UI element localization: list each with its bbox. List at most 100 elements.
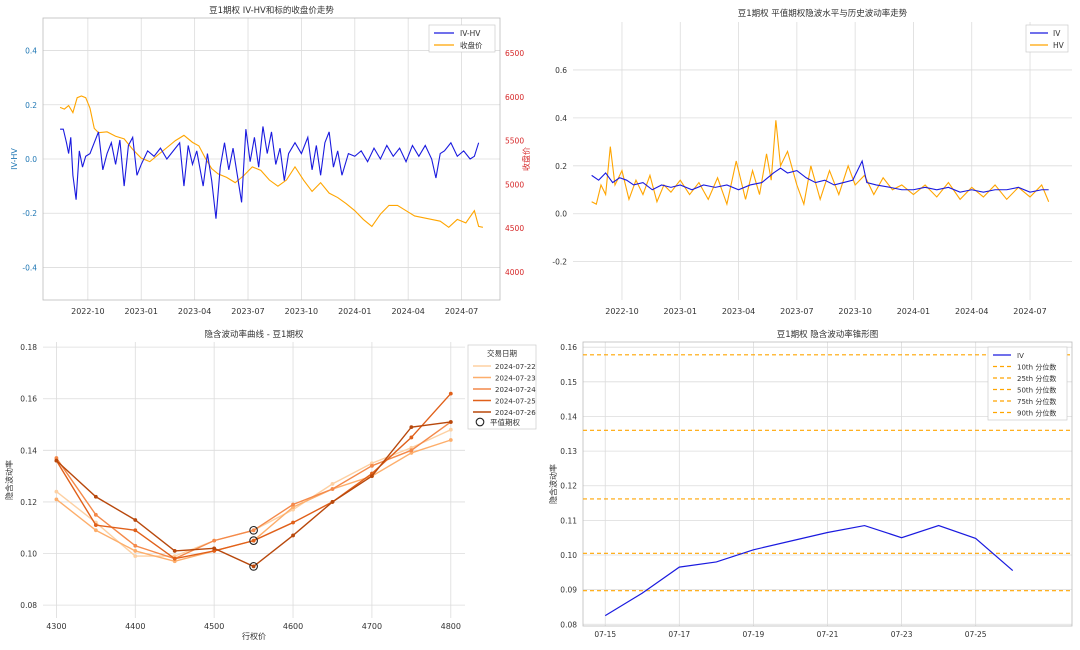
y2-tick-label: 5000 bbox=[505, 180, 524, 189]
legend: 交易日期 2024-07-22 2024-07-23 2024-07-24 2024-0… bbox=[467, 344, 537, 430]
series-ivhv-line bbox=[60, 126, 480, 219]
data-point bbox=[409, 448, 414, 453]
data-point bbox=[93, 523, 98, 528]
y-tick-label: 0.09 bbox=[560, 586, 577, 595]
y-tick-label: 0.12 bbox=[560, 482, 577, 491]
x-axis-label: 行权价 bbox=[242, 631, 266, 641]
legend-title: 交易日期 bbox=[487, 348, 517, 358]
y-tick-label: 0.18 bbox=[20, 343, 37, 352]
y-tick-label: 0.16 bbox=[560, 343, 577, 352]
y2-tick-label: 4500 bbox=[505, 224, 524, 233]
series-hv-line bbox=[591, 120, 1050, 207]
y-tick-label: 0.0 bbox=[555, 210, 567, 219]
data-point bbox=[212, 546, 217, 551]
data-point bbox=[54, 497, 59, 502]
data-point bbox=[448, 438, 453, 442]
data-point bbox=[251, 564, 256, 569]
plot-frame bbox=[582, 341, 1073, 627]
legend-label-hv: HV bbox=[1053, 41, 1065, 50]
y-axis-label: 隐含波动率 bbox=[548, 464, 558, 504]
x-tick-label: 07-19 bbox=[743, 630, 765, 639]
legend-label-percentile: 50th 分位数 bbox=[1017, 386, 1056, 395]
legend-label: 2024-07-22 bbox=[495, 363, 536, 371]
atm-marker bbox=[249, 536, 258, 545]
y-tick-label: 0.16 bbox=[20, 395, 37, 404]
chart-iv-hv: 0.6 0.4 0.2 0.0 -0.2 2022-10 2023-01 2023-04 202… bbox=[552, 8, 1072, 316]
y2-tick-label: 6500 bbox=[505, 49, 524, 58]
legend-box bbox=[987, 346, 1068, 421]
x-tick-label: 2023-01 bbox=[125, 307, 158, 316]
x-tick-label: 4700 bbox=[362, 622, 382, 631]
series-close-line bbox=[59, 95, 484, 229]
data-point bbox=[370, 474, 374, 479]
x-tick-label: 07-23 bbox=[891, 630, 913, 639]
x-tick-label: 2022-10 bbox=[605, 307, 638, 316]
y-tick-label: 0.6 bbox=[555, 66, 567, 75]
legend-box bbox=[428, 24, 496, 53]
y-tick-label: 0.08 bbox=[560, 620, 577, 629]
y-tick-label: 0.10 bbox=[20, 550, 37, 559]
x-tick-label: 4300 bbox=[46, 622, 66, 631]
data-point bbox=[448, 420, 453, 424]
x-tick-label: 4500 bbox=[204, 622, 224, 631]
chart-title: 豆1期权 平值期权隐波水平与历史波动率走势 bbox=[738, 8, 908, 19]
data-point bbox=[133, 549, 138, 553]
data-point bbox=[370, 463, 374, 468]
x-tick-label: 2023-01 bbox=[664, 307, 697, 316]
y-tick-label: 0.2 bbox=[25, 101, 37, 110]
x-tick-label: 2024-04 bbox=[955, 307, 988, 316]
data-point bbox=[251, 538, 256, 543]
legend-label: 2024-07-24 bbox=[495, 386, 536, 394]
x-tick-label: 4600 bbox=[283, 622, 303, 631]
series-iv-line bbox=[591, 159, 1049, 193]
x-tick-label: 2024-01 bbox=[338, 307, 371, 316]
data-point bbox=[54, 489, 59, 494]
data-point bbox=[409, 425, 414, 430]
y2-tick-label: 4000 bbox=[505, 268, 524, 277]
data-point bbox=[291, 520, 295, 525]
x-tick-label: 2023-07 bbox=[231, 307, 264, 316]
y2-tick-label: 6000 bbox=[505, 93, 524, 102]
y-tick-label: -0.4 bbox=[22, 263, 37, 272]
data-point bbox=[251, 528, 256, 533]
y-axis-label: IV-HV bbox=[10, 148, 19, 170]
data-point bbox=[448, 391, 453, 396]
x-tick-label: 2023-10 bbox=[285, 307, 318, 316]
y-tick-label: 0.4 bbox=[555, 114, 567, 123]
legend-label: 2024-07-23 bbox=[495, 375, 536, 383]
chart-title: 豆1期权 IV-HV和标的收盘价走势 bbox=[209, 5, 334, 16]
legend-label-percentile: 75th 分位数 bbox=[1017, 397, 1056, 406]
legend: IV-HV 收盘价 bbox=[428, 24, 496, 53]
chart-iv-cone: 0.16 0.15 0.14 0.13 0.12 0.11 0.10 0.09 0.08 07-1… bbox=[548, 329, 1073, 639]
x-tick-label: 07-17 bbox=[668, 630, 690, 639]
x-tick-label: 2024-01 bbox=[897, 307, 930, 316]
y-tick-label: 0.15 bbox=[560, 378, 577, 387]
legend-box bbox=[1025, 24, 1069, 53]
y-tick-label: 0.0 bbox=[25, 155, 37, 164]
x-tick-label: 4800 bbox=[441, 622, 461, 631]
legend-label-atm: 平值期权 bbox=[490, 417, 520, 427]
data-point bbox=[291, 533, 295, 538]
chart-title: 隐含波动率曲线 - 豆1期权 bbox=[205, 329, 304, 340]
data-point bbox=[330, 487, 335, 491]
data-point bbox=[93, 494, 98, 499]
x-tick-label: 2023-10 bbox=[838, 307, 871, 316]
legend-atm-marker bbox=[475, 417, 485, 427]
legend-label-percentile: 90th 分位数 bbox=[1017, 409, 1056, 418]
plot-frame bbox=[42, 17, 501, 301]
x-tick-label: 2023-07 bbox=[780, 307, 813, 316]
legend-label-percentile: 25th 分位数 bbox=[1017, 374, 1056, 383]
y2-tick-label: 5500 bbox=[505, 137, 524, 146]
legend-label-ivhv: IV-HV bbox=[460, 29, 481, 38]
data-point bbox=[133, 528, 138, 533]
data-point bbox=[291, 502, 295, 507]
data-point bbox=[54, 458, 59, 463]
data-point bbox=[172, 549, 177, 553]
legend-label: 2024-07-26 bbox=[495, 409, 536, 417]
atm-marker bbox=[249, 562, 258, 571]
series-iv-line bbox=[604, 524, 1014, 617]
data-point bbox=[212, 538, 217, 543]
y-axis-label: 隐含波动率 bbox=[4, 460, 14, 500]
data-point bbox=[448, 427, 453, 432]
